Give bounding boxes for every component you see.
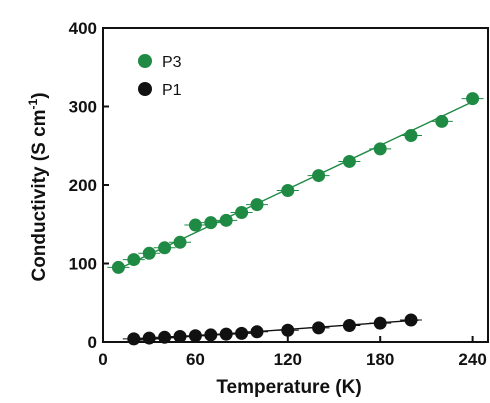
- p3-point: [235, 205, 249, 219]
- x-tick-label-180: 180: [366, 350, 394, 369]
- legend-marker-p3: [138, 54, 152, 68]
- p3-point: [173, 235, 187, 249]
- legend-label-p3: P3: [162, 54, 182, 71]
- p1-point: [127, 332, 141, 346]
- legend-marker-p1: [138, 82, 152, 96]
- x-tick-label-60: 60: [186, 350, 205, 369]
- p3-point: [435, 114, 449, 128]
- y-axis-title: Conductivity (S cm-1): [26, 92, 50, 281]
- p3-point: [373, 142, 387, 156]
- fit-lines: [118, 101, 473, 342]
- p3-point: [219, 213, 233, 227]
- p1-point: [219, 327, 233, 341]
- p3-point: [404, 129, 418, 143]
- x-tick-label-0: 0: [98, 350, 107, 369]
- p1-point: [342, 319, 356, 333]
- p1-point: [404, 313, 418, 327]
- y-tick-label-300: 300: [69, 98, 97, 117]
- p3-point: [281, 183, 295, 197]
- p3-point: [250, 198, 264, 212]
- p3-point: [312, 169, 326, 183]
- x-axis-ticks: 0 60 120 180 240: [98, 336, 487, 369]
- p3-point: [188, 218, 202, 232]
- p1-point: [235, 326, 249, 340]
- legend-label-p1: P1: [162, 82, 182, 99]
- p1-point: [281, 323, 295, 337]
- y-axis-title-close: ): [29, 92, 50, 98]
- p3-fit-line: [118, 101, 473, 270]
- p3-point: [466, 92, 480, 106]
- y-tick-label-0: 0: [88, 333, 97, 352]
- p1-point: [188, 329, 202, 343]
- p3-point: [342, 154, 356, 168]
- y-tick-label-400: 400: [69, 19, 97, 38]
- y-tick-label-200: 200: [69, 176, 97, 195]
- x-tick-label-120: 120: [274, 350, 302, 369]
- p1-point: [204, 328, 218, 342]
- p1-point: [173, 330, 187, 344]
- x-tick-label-240: 240: [458, 350, 486, 369]
- p3-point: [158, 241, 172, 255]
- data-points: [107, 92, 484, 346]
- legend: P3 P1: [138, 54, 182, 99]
- p1-point: [373, 316, 387, 330]
- y-axis-title-superscript: -1: [26, 98, 40, 109]
- p1-point: [158, 330, 172, 344]
- x-axis-title: Temperature (K): [216, 377, 361, 398]
- p1-point: [312, 321, 326, 335]
- y-axis-ticks: 0 100 200 300 400: [69, 19, 109, 352]
- p1-point: [250, 325, 264, 339]
- p3-point: [111, 260, 125, 274]
- p3-point: [127, 253, 141, 267]
- p3-point: [204, 216, 218, 230]
- y-tick-label-100: 100: [69, 255, 97, 274]
- p3-point: [142, 246, 156, 260]
- y-axis-title-main: Conductivity (S cm: [29, 109, 50, 281]
